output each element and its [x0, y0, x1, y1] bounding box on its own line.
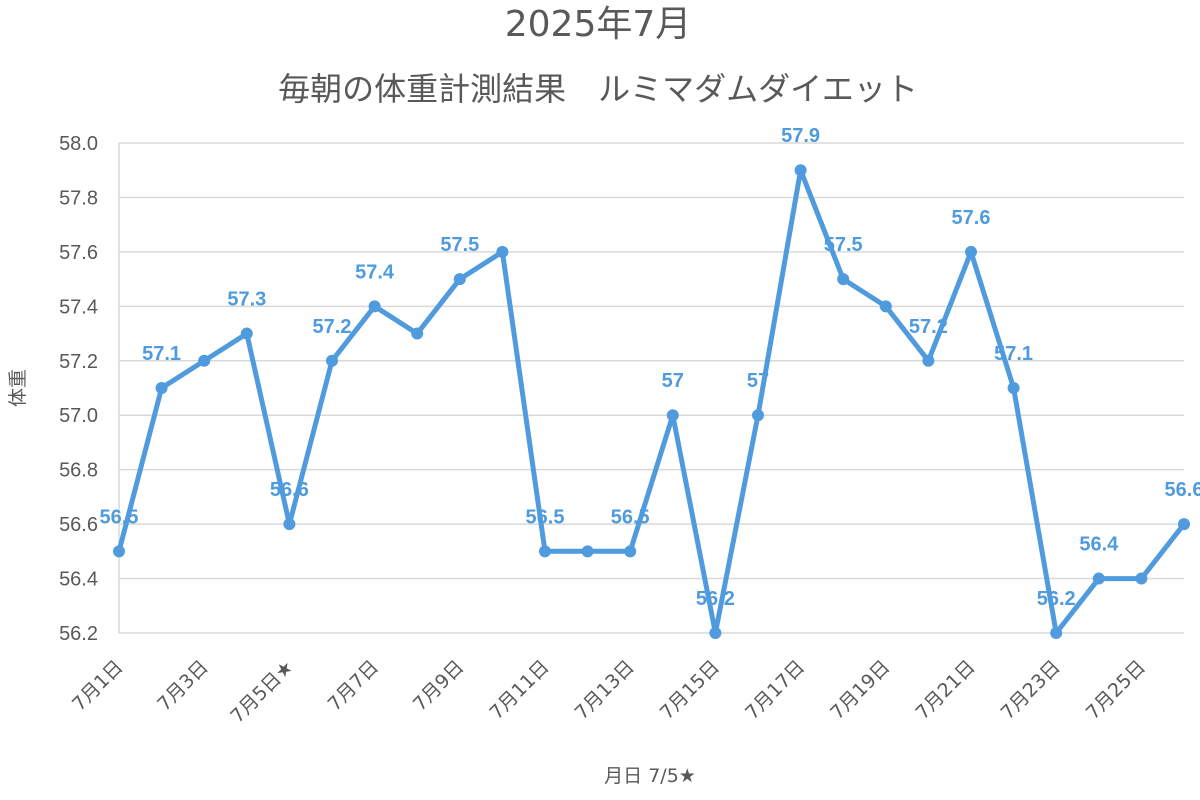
- data-label: 57.2: [313, 316, 352, 338]
- data-label: 57.1: [994, 343, 1033, 365]
- x-tick-label: 7月25日: [1082, 656, 1150, 724]
- data-point: [1050, 627, 1063, 639]
- data-point: [198, 354, 211, 367]
- data-label: 57: [662, 370, 684, 392]
- data-label: 57.6: [952, 207, 991, 229]
- data-point: [879, 300, 892, 313]
- x-axis-ticks: 7月1日 7月3日 7月5日★ 7月7日 7月9日 7月11日 7月13日 7月15日 7月17…: [68, 656, 1150, 728]
- y-tick-label: 57.8: [59, 187, 98, 209]
- x-tick-label: 7月19日: [826, 656, 894, 724]
- data-point: [1092, 572, 1105, 585]
- data-point: [240, 327, 253, 340]
- data-label: 56.4: [1079, 534, 1119, 556]
- data-point: [155, 382, 168, 394]
- data-label: 57.5: [440, 234, 479, 256]
- data-point: [752, 409, 764, 422]
- data-point: [411, 327, 424, 340]
- data-label: 56.2: [1037, 588, 1076, 610]
- x-tick-label: 7月11日: [485, 656, 553, 724]
- y-tick-label: 57.2: [59, 351, 98, 373]
- x-tick-label: 7月1日: [68, 656, 128, 716]
- data-point: [794, 164, 807, 177]
- data-label: 57.1: [142, 343, 181, 365]
- x-tick-label: 7月9日: [409, 656, 469, 716]
- x-tick-label: 7月13日: [571, 656, 639, 724]
- data-label: 56.5: [611, 506, 650, 528]
- series-weight: [113, 164, 1190, 639]
- data-point: [581, 545, 594, 558]
- data-labels: 56.5 57.1 57.3 56.6 57.2 57.4 57.5 56.5 56.5 57 56…: [100, 125, 1200, 610]
- series-line: [116, 167, 1187, 636]
- x-tick-label: 7月7日: [324, 656, 384, 716]
- y-tick-label: 56.8: [59, 460, 98, 482]
- data-point: [368, 300, 381, 313]
- x-tick-label: 7月23日: [997, 656, 1065, 724]
- chart-title: 2025年7月: [505, 4, 692, 45]
- gridlines: [118, 142, 1184, 634]
- y-tick-label: 56.2: [59, 623, 98, 645]
- data-point: [496, 245, 509, 258]
- data-point: [666, 409, 679, 422]
- y-tick-label: 58.0: [59, 133, 98, 155]
- y-tick-label: 57.0: [59, 405, 98, 427]
- y-tick-label: 57.4: [59, 296, 98, 318]
- data-point: [922, 354, 935, 367]
- data-label: 56.2: [696, 588, 735, 610]
- data-point: [837, 273, 850, 286]
- y-axis-ticks: 56.2 56.4 56.6 56.8 57.0 57.2 57.4 57.6 57.8 58.0: [59, 133, 98, 645]
- data-label: 57.4: [355, 261, 395, 283]
- data-point: [1135, 572, 1148, 585]
- data-label: 57: [747, 370, 769, 392]
- y-tick-label: 56.4: [59, 569, 98, 591]
- y-tick-label: 57.6: [59, 242, 98, 264]
- x-tick-label: 7月15日: [656, 656, 724, 724]
- data-label: 57.3: [227, 289, 266, 311]
- data-point: [283, 518, 296, 531]
- data-point: [1007, 382, 1020, 394]
- data-point: [113, 545, 125, 558]
- x-tick-label: 7月21日: [911, 656, 979, 724]
- x-tick-label: 7月5日★: [226, 656, 298, 728]
- data-label: 57.2: [909, 316, 948, 338]
- y-tick-label: 56.6: [59, 514, 98, 536]
- data-point: [539, 545, 551, 558]
- x-tick-label: 7月17日: [741, 656, 809, 724]
- data-label: 57.5: [824, 234, 863, 256]
- y-axis-title: 体重: [7, 369, 29, 407]
- data-point: [1178, 518, 1190, 531]
- data-label: 56.6: [270, 479, 309, 501]
- x-axis-title: 月日 7/5★: [604, 765, 696, 787]
- data-point: [709, 627, 722, 639]
- data-label: 56.6: [1165, 479, 1200, 501]
- x-tick-label: 7月3日: [153, 656, 213, 716]
- data-point: [965, 245, 977, 258]
- data-point: [326, 354, 338, 367]
- data-point: [453, 273, 466, 286]
- chart-subtitle: 毎朝の体重計測結果 ルミマダムダイエット: [278, 70, 918, 108]
- data-point: [624, 545, 637, 558]
- data-label: 56.5: [526, 506, 565, 528]
- data-label: 57.9: [781, 125, 820, 147]
- data-label: 56.5: [100, 506, 139, 528]
